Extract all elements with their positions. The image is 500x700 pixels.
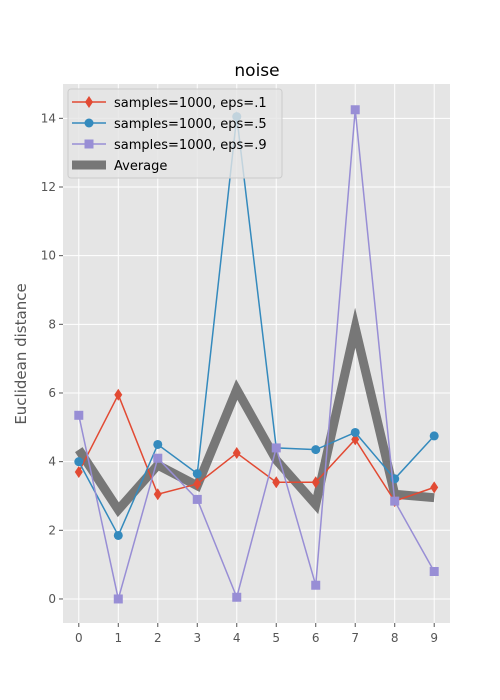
series-3 — [75, 307, 435, 518]
data-point — [350, 105, 360, 115]
x-tick-label: 0 — [75, 631, 83, 645]
y-tick-label: 2 — [48, 523, 56, 537]
x-tick-label: 4 — [233, 631, 241, 645]
data-point — [429, 567, 439, 577]
x-tick-label: 7 — [351, 631, 359, 645]
y-axis-ticks: 0 2 4 6 8 10 12 14 — [41, 111, 63, 606]
x-tick-label: 8 — [391, 631, 399, 645]
data-point — [113, 530, 123, 540]
x-tick-label: 9 — [430, 631, 438, 645]
legend-marker — [85, 96, 93, 108]
legend-label: Average — [114, 159, 167, 174]
y-tick-label: 12 — [41, 180, 56, 194]
data-point — [113, 594, 123, 604]
y-tick-label: 10 — [41, 249, 56, 263]
data-point — [429, 431, 439, 441]
data-point — [272, 476, 281, 489]
data-point — [271, 443, 281, 453]
y-tick-label: 4 — [48, 455, 56, 469]
y-axis-label: Euclidean distance — [12, 283, 30, 424]
x-tick-label: 5 — [272, 631, 280, 645]
data-point — [192, 469, 202, 479]
legend-marker — [84, 139, 94, 149]
legend-frame — [67, 88, 283, 179]
data-point — [311, 476, 320, 489]
data-point — [153, 439, 163, 449]
data-point — [430, 481, 439, 494]
series-0 — [74, 388, 439, 508]
data-point — [74, 410, 84, 420]
average-line — [75, 307, 435, 518]
legend-marker — [84, 118, 94, 128]
y-tick-label: 14 — [41, 111, 56, 125]
data-point — [390, 496, 400, 506]
data-point — [74, 457, 84, 467]
series-line — [78, 392, 435, 503]
data-point — [192, 494, 202, 504]
legend-label: samples=1000, eps=.9 — [114, 138, 267, 153]
data-point — [311, 445, 321, 455]
data-point — [114, 388, 123, 401]
data-point — [232, 447, 241, 460]
legend-label: samples=1000, eps=.1 — [114, 96, 267, 111]
data-point — [193, 477, 202, 490]
y-tick-label: 8 — [48, 317, 56, 331]
series-line — [78, 109, 435, 603]
data-point — [232, 592, 242, 602]
series-group — [74, 105, 439, 604]
x-tick-label: 2 — [154, 631, 162, 645]
legend: samples=1000, eps=.1 samples=1000, eps=.5… — [67, 88, 283, 179]
data-point — [74, 465, 83, 478]
x-tick-label: 6 — [312, 631, 320, 645]
series-line — [78, 110, 435, 538]
data-point — [153, 453, 163, 463]
y-tick-label: 0 — [48, 592, 56, 606]
data-point — [311, 580, 321, 590]
series-2 — [74, 105, 439, 604]
x-tick-label: 3 — [193, 631, 201, 645]
legend-label: samples=1000, eps=.5 — [114, 117, 267, 132]
data-point — [350, 427, 360, 437]
y-tick-label: 6 — [48, 386, 56, 400]
x-tick-label: 1 — [114, 631, 122, 645]
x-axis-ticks: 0 1 2 3 4 5 6 7 8 9 — [75, 623, 438, 645]
data-point — [153, 488, 162, 501]
chart-title: noise — [234, 61, 279, 81]
